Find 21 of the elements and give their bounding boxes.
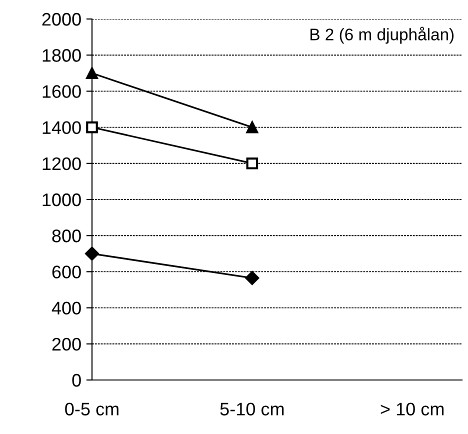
y-tick-label: 1800 (42, 49, 81, 62)
x-tick-label: 5-10 cm (220, 402, 284, 416)
point (85, 246, 99, 261)
x-tick-label: > 10 cm (380, 402, 444, 416)
y-tick-label: 600 (52, 266, 81, 278)
y-tick-label: 1600 (42, 85, 81, 98)
point (246, 157, 258, 170)
chart-title: B 2 (6 m djuphålan) (310, 26, 454, 44)
y-tick-label: 1000 (42, 193, 81, 206)
y-tick-label: 2000 (42, 12, 81, 26)
x-tick-label: 0-5 cm (65, 402, 118, 416)
y-tick-label: 0 (72, 374, 81, 387)
y-tick-label: 800 (52, 230, 81, 242)
y-tick-label: 200 (52, 338, 81, 351)
point (86, 121, 98, 134)
y-tick-label: 1200 (42, 157, 81, 170)
point (86, 67, 98, 80)
y-tick-label: 400 (52, 302, 81, 315)
point (245, 271, 260, 285)
point (246, 121, 258, 134)
y-tick-label: 1400 (42, 121, 81, 134)
